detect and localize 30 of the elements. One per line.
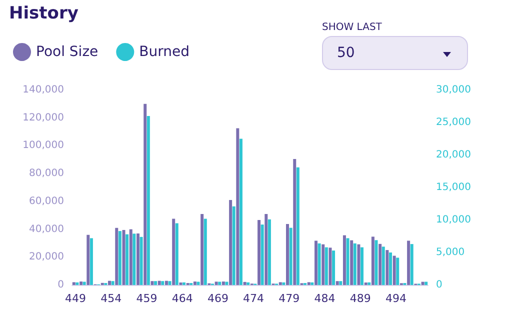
y2-tick-label: 15,000 [436, 182, 471, 193]
x-tick-label: 464 [172, 292, 193, 305]
x-tick-label: 454 [100, 292, 122, 305]
y-tick-label: 20,000 [29, 252, 64, 263]
y2-tick-label: 10,000 [436, 214, 471, 226]
x-tick-label: 449 [65, 292, 86, 305]
y-tick-label: 40,000 [29, 224, 64, 235]
y-tick-label: 0 [58, 280, 64, 290]
y2-tick-label: 5,000 [436, 247, 465, 258]
x-tick-label: 469 [207, 292, 228, 305]
y-tick-label: 80,000 [29, 168, 64, 180]
legend-label: Pool Size [36, 44, 98, 60]
y2-tick-label: 0 [436, 280, 442, 290]
chart-title: History [9, 4, 78, 24]
text: SHOW LAST [322, 22, 382, 33]
legend-label: Burned [139, 44, 190, 60]
y-tick-label: 100,000 [22, 140, 64, 152]
y-tick-label: 140,000 [22, 84, 64, 96]
x-tick-label: 494 [385, 292, 406, 305]
y2-tick-label: 20,000 [436, 150, 471, 160]
x-tick-label: 474 [243, 292, 264, 305]
y-tick-label: 120,000 [22, 112, 64, 124]
x-tick-label: 479 [278, 292, 300, 305]
x-tick-label: 484 [314, 292, 336, 305]
y-tick-label: 60,000 [29, 196, 64, 207]
x-tick-label: 459 [136, 292, 158, 305]
dropdown-field: 50 [322, 36, 468, 70]
y2-tick-label: 30,000 [436, 84, 471, 96]
x-tick-label: 489 [350, 292, 371, 305]
y2-tick-label: 25,000 [436, 117, 471, 128]
